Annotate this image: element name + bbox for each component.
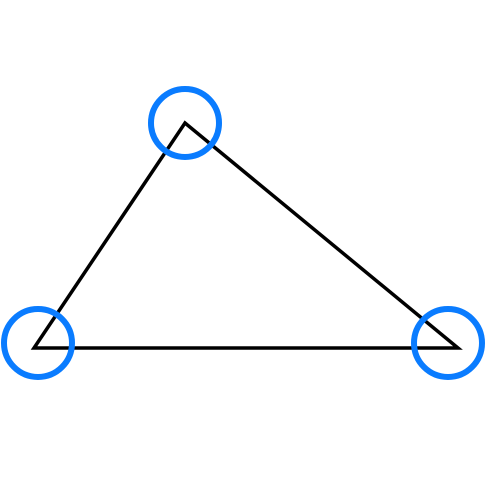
triangle <box>30 120 463 350</box>
vertex-marker-bottom-right[interactable] <box>411 306 485 380</box>
vertex-marker-top[interactable] <box>148 86 222 160</box>
vertex-marker-bottom-left[interactable] <box>1 306 75 380</box>
